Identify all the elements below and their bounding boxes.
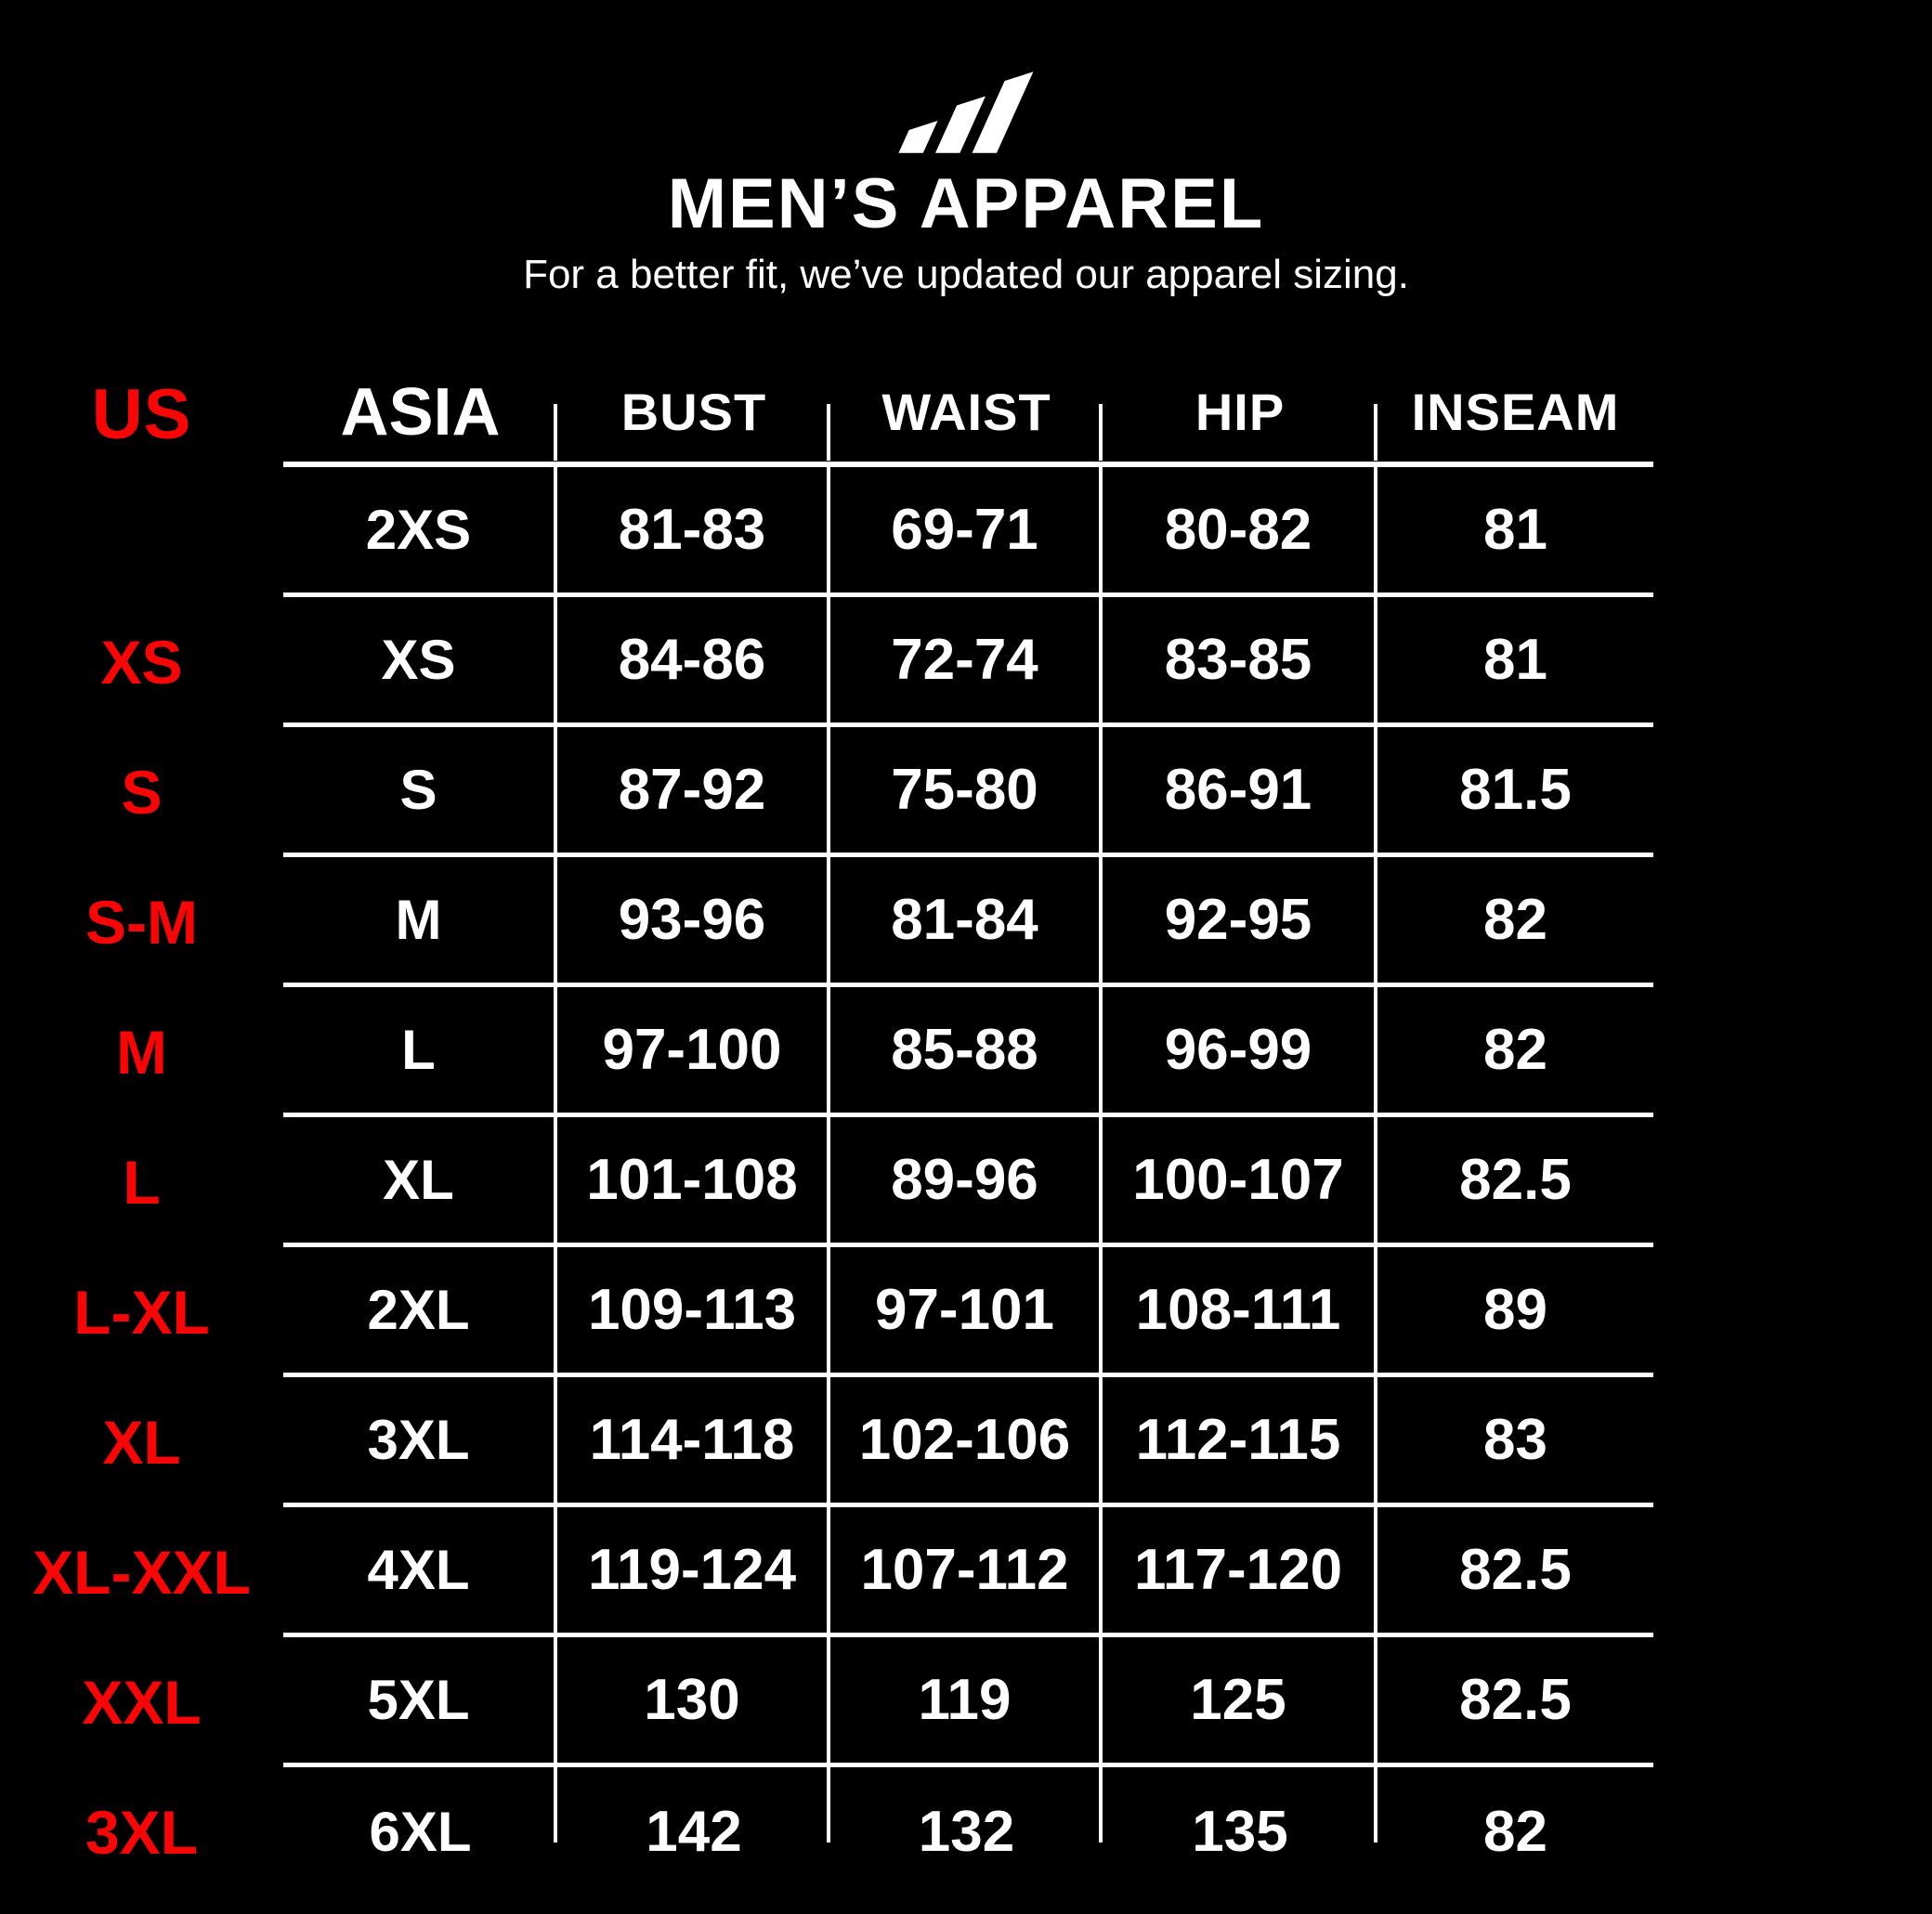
table-row: M L 97-100 85-88 96-99 82 bbox=[0, 986, 1653, 1117]
table-row: S-M M 93-96 81-84 92-95 82 bbox=[0, 856, 1653, 987]
asia-size-cell: 2XL bbox=[283, 1246, 557, 1377]
inseam-cell: 81 bbox=[1377, 467, 1653, 597]
inseam-cell: 82 bbox=[1377, 987, 1653, 1117]
hip-cell: 86-91 bbox=[1103, 726, 1377, 857]
inseam-cell: 82.5 bbox=[1377, 1117, 1653, 1247]
asia-size-cell: 5XL bbox=[283, 1636, 557, 1767]
asia-size-cell: XL bbox=[283, 1116, 557, 1247]
table-row: XL-XXL 4XL 119-124 107-112 117-120 82.5 bbox=[0, 1506, 1653, 1637]
us-size-cell: XL-XXL bbox=[33, 1537, 251, 1607]
bust-cell: 109-113 bbox=[557, 1246, 830, 1377]
hip-cell: 108-111 bbox=[1103, 1246, 1377, 1377]
hip-cell: 117-120 bbox=[1103, 1506, 1377, 1637]
adidas-logo bbox=[898, 72, 1034, 153]
inseam-cell: 89 bbox=[1377, 1247, 1653, 1377]
us-size-cell: 3XL bbox=[85, 1797, 199, 1867]
table-row: XL 3XL 114-118 102-106 112-115 83 bbox=[0, 1376, 1653, 1507]
us-size-cell: XL bbox=[102, 1407, 181, 1477]
bust-cell: 87-92 bbox=[557, 726, 830, 857]
waist-cell: 102-106 bbox=[830, 1376, 1103, 1507]
size-table-header-row: US ASIA BUST WAIST HIP INSEAM bbox=[0, 362, 1653, 467]
us-size-cell bbox=[0, 467, 283, 597]
us-size-cell: S-M bbox=[85, 887, 198, 957]
bust-cell: 130 bbox=[557, 1636, 830, 1767]
us-size-cell: L bbox=[123, 1147, 161, 1217]
us-size-cell: XXL bbox=[82, 1667, 202, 1737]
bust-cell: 101-108 bbox=[557, 1116, 830, 1247]
waist-cell: 81-84 bbox=[830, 856, 1103, 987]
hip-cell: 112-115 bbox=[1103, 1376, 1377, 1507]
asia-size-cell: 4XL bbox=[283, 1506, 557, 1637]
table-row: 3XL 6XL 142 132 135 82 bbox=[0, 1766, 1653, 1897]
table-row: XS XS 84-86 72-74 83-85 81 bbox=[0, 596, 1653, 727]
us-size-cell: S bbox=[121, 757, 163, 827]
table-row: L XL 101-108 89-96 100-107 82.5 bbox=[0, 1116, 1653, 1247]
bust-cell: 119-124 bbox=[557, 1506, 830, 1637]
hip-cell: 80-82 bbox=[1103, 466, 1377, 597]
hip-cell: 83-85 bbox=[1103, 596, 1377, 727]
column-header-us: US bbox=[91, 375, 192, 455]
waist-cell: 85-88 bbox=[830, 986, 1103, 1117]
table-row: 2XS 81-83 69-71 80-82 81 bbox=[0, 466, 1653, 597]
bust-cell: 97-100 bbox=[557, 986, 830, 1117]
us-size-cell: L-XL bbox=[73, 1277, 210, 1347]
asia-size-cell: 3XL bbox=[283, 1376, 557, 1507]
waist-cell: 89-96 bbox=[830, 1116, 1103, 1247]
waist-cell: 107-112 bbox=[830, 1506, 1103, 1637]
inseam-cell: 83 bbox=[1377, 1377, 1653, 1507]
hip-cell: 125 bbox=[1103, 1636, 1377, 1767]
column-header-hip: HIP bbox=[1103, 362, 1377, 467]
us-size-cell: XS bbox=[100, 627, 183, 697]
us-size-cell: M bbox=[116, 1017, 167, 1087]
asia-size-cell: 2XS bbox=[283, 466, 557, 597]
inseam-cell: 81 bbox=[1377, 597, 1653, 727]
inseam-cell: 82.5 bbox=[1377, 1637, 1653, 1767]
column-header-waist: WAIST bbox=[830, 362, 1103, 467]
table-row: L-XL 2XL 109-113 97-101 108-111 89 bbox=[0, 1246, 1653, 1377]
waist-cell: 75-80 bbox=[830, 726, 1103, 857]
asia-size-cell: XS bbox=[283, 596, 557, 727]
waist-cell: 72-74 bbox=[830, 596, 1103, 727]
inseam-cell: 82 bbox=[1483, 1800, 1547, 1865]
waist-cell: 69-71 bbox=[830, 466, 1103, 597]
page-subtitle: For a better fit, we’ve updated our appa… bbox=[523, 252, 1409, 297]
page-title: MEN’S APPAREL bbox=[667, 164, 1265, 243]
bust-cell: 142 bbox=[557, 1766, 830, 1897]
inseam-cell: 82 bbox=[1377, 857, 1653, 987]
bust-cell: 114-118 bbox=[557, 1376, 830, 1507]
column-header-asia: ASIA bbox=[283, 362, 557, 467]
asia-size-cell: 6XL bbox=[283, 1766, 557, 1897]
waist-cell: 97-101 bbox=[830, 1246, 1103, 1377]
inseam-cell: 81.5 bbox=[1377, 727, 1653, 857]
asia-size-cell: L bbox=[283, 986, 557, 1117]
bust-cell: 84-86 bbox=[557, 596, 830, 727]
asia-size-cell: M bbox=[283, 856, 557, 987]
table-row: S S 87-92 75-80 86-91 81.5 bbox=[0, 726, 1653, 857]
waist-cell: 119 bbox=[830, 1636, 1103, 1767]
bust-cell: 93-96 bbox=[557, 856, 830, 987]
size-table: US ASIA BUST WAIST HIP INSEAM 2XS 81-83 … bbox=[0, 362, 1653, 1897]
waist-cell: 132 bbox=[830, 1766, 1103, 1897]
asia-size-cell: S bbox=[283, 726, 557, 857]
inseam-cell: 82.5 bbox=[1377, 1507, 1653, 1637]
header: MEN’S APPAREL For a better fit, we’ve up… bbox=[0, 0, 1932, 300]
hip-cell: 92-95 bbox=[1103, 856, 1377, 987]
hip-cell: 96-99 bbox=[1103, 986, 1377, 1117]
size-table-body: 2XS 81-83 69-71 80-82 81 XS XS 84-86 72-… bbox=[0, 466, 1653, 1897]
column-header-inseam: INSEAM bbox=[1377, 363, 1653, 467]
hip-cell: 100-107 bbox=[1103, 1116, 1377, 1247]
column-header-bust: BUST bbox=[557, 362, 830, 467]
bust-cell: 81-83 bbox=[557, 466, 830, 597]
hip-cell: 135 bbox=[1103, 1766, 1377, 1897]
table-row: XXL 5XL 130 119 125 82.5 bbox=[0, 1636, 1653, 1767]
